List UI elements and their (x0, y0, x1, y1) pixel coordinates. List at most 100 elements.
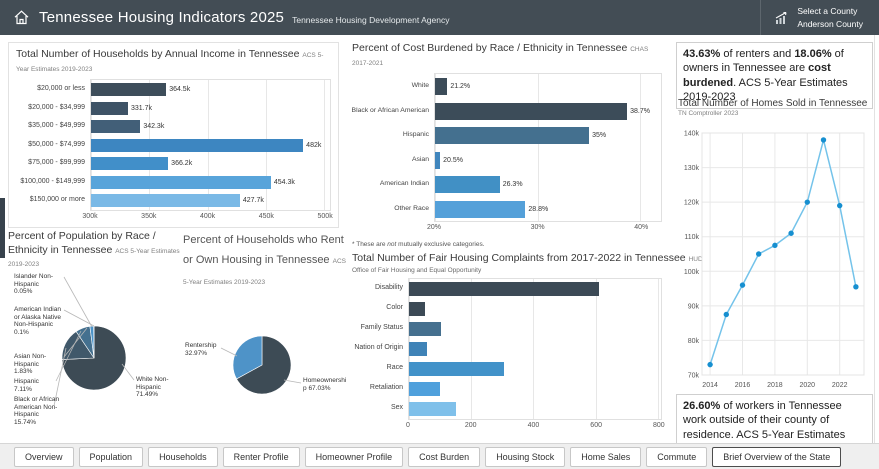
bar-race[interactable] (409, 361, 505, 376)
bar-75-000-99-999[interactable] (91, 157, 169, 171)
bar-row: 342.3k (91, 117, 330, 136)
axis-tick-label: 800 (653, 421, 665, 429)
bar-value-label: 482k (306, 141, 322, 149)
bar-nation-of-origin[interactable] (409, 341, 427, 356)
tab-home-sales[interactable]: Home Sales (570, 446, 642, 467)
pie-label-text: Rentership (185, 342, 217, 349)
bar-asian[interactable] (435, 151, 441, 169)
data-point-2023[interactable] (853, 284, 859, 290)
app-subtitle: Tennessee Housing Development Agency (292, 14, 450, 25)
stat-bold: 26.60% (683, 400, 721, 412)
bar-20-000-or-less[interactable] (91, 83, 167, 97)
bar-row-label: Color (386, 304, 403, 312)
chart-title-text: Total Number of Fair Housing Complaints … (352, 252, 686, 264)
county-selector-label: Select a County (797, 6, 858, 17)
county-selector-value: Anderson County (797, 18, 863, 29)
data-point-2019[interactable] (788, 230, 794, 236)
data-point-2018[interactable] (772, 242, 778, 249)
bar-100-000-149-999[interactable] (91, 175, 271, 189)
axis-tick-label: 500k (317, 212, 333, 220)
income-chart-card: Total Number of Households by Annual Inc… (8, 42, 339, 228)
bar-row (409, 319, 661, 339)
bar-white[interactable] (435, 78, 448, 96)
bar-value-label: 35% (592, 132, 607, 140)
data-point-2014[interactable] (707, 361, 713, 368)
pie-slice-rentership[interactable] (232, 335, 263, 380)
bar-row-labels: $20,000 or less $20,000 - $34,999 $35,000 … (16, 79, 90, 211)
x-tick-label: 2018 (767, 382, 783, 389)
bar-color[interactable] (409, 301, 425, 316)
bar-retaliation[interactable] (409, 381, 440, 396)
pie-label-american-indian: American Indian or Alaska Native Non-His… (14, 306, 66, 337)
pie-label-text: Black or African American Non-Hispanic (14, 396, 60, 419)
tab-homeowner-profile[interactable]: Homeowner Profile (304, 446, 404, 467)
data-point-2021[interactable] (820, 137, 827, 143)
bar-row: 366.2k (91, 154, 330, 173)
pie-label-islander: Islander Non-Hispanic 0.05% (14, 273, 66, 296)
homes-sold-line (709, 139, 857, 365)
bar-150-000-or-more[interactable] (91, 194, 240, 208)
cost-burden-bar-chart: White Black or African American Hispanic As… (352, 73, 662, 233)
x-axis: 20% 30% 40% (427, 222, 662, 233)
fair-housing-chart-card: Total Number of Fair Housing Complaints … (352, 252, 703, 431)
callout-line (63, 276, 93, 328)
bar-chart-plot-area: $20,000 or less $20,000 - $34,999 $35,000 … (16, 79, 331, 211)
bar-american-indian[interactable] (435, 176, 500, 194)
county-trend-icon (776, 11, 787, 24)
axis-tick-label: 400 (527, 421, 540, 429)
stat-text: of renters and (720, 48, 795, 60)
chart-source: CHAS 2017-2021 (352, 46, 649, 67)
data-point-2015[interactable] (723, 311, 729, 318)
cost-burden-stat-box: 43.63% of renters and 18.06% of owners i… (676, 42, 873, 110)
pie-label-text: Asian Non-Hispanic (14, 353, 47, 368)
bar-disability[interactable] (409, 281, 600, 296)
axis-tick-label: 0 (406, 421, 410, 429)
tab-overview[interactable]: Overview (14, 446, 74, 467)
gridline (537, 74, 539, 222)
bar-row (409, 379, 661, 399)
bar-row: 482k (91, 136, 330, 155)
tab-bar: Overview Population Households Renter Profi… (0, 443, 879, 469)
bar-35-000-49-999[interactable] (91, 120, 141, 134)
data-point-2016[interactable] (739, 282, 746, 288)
bar-row: 21.2% (435, 74, 661, 99)
axis-tick-label: 400k (199, 212, 216, 220)
tab-households[interactable]: Households (148, 446, 218, 467)
homes-sold-header: Total Number of Homes Sold in Tennessee … (678, 97, 875, 117)
callout-line (63, 309, 95, 327)
county-selector[interactable]: Select a County Anderson County (760, 0, 879, 35)
bar-other-race[interactable] (435, 200, 526, 218)
bar-row-labels: White Black or African American Hispanic As… (352, 73, 434, 222)
tab-population[interactable]: Population (78, 446, 144, 467)
bar-chart-plot-area: White Black or African American Hispanic As… (352, 73, 662, 223)
bar-row-label: American Indian (379, 180, 429, 188)
chart-source: ACS 5-Year Estimates 2019-2023 (8, 247, 180, 269)
tab-cost-burden[interactable]: Cost Burden (408, 446, 481, 467)
bar-sex[interactable] (409, 401, 456, 416)
bar-black-or-african-american[interactable] (435, 102, 628, 120)
data-point-2020[interactable] (804, 199, 810, 205)
data-point-2022[interactable] (837, 202, 843, 209)
fair-housing-chart-title: Total Number of Fair Housing Complaints … (352, 252, 703, 266)
tab-renter-profile[interactable]: Renter Profile (222, 446, 300, 467)
pie-label-pct: 7.11% (14, 385, 32, 393)
bar-row-label: $100,000 - $149,999 (20, 177, 85, 185)
bar-20-000-34-999[interactable] (91, 101, 128, 115)
bar-row (409, 299, 661, 319)
tab-commute[interactable]: Commute (646, 446, 708, 467)
pie-label-homeownership: Homeownership 67.03% (303, 377, 349, 392)
bar-50-000-74-999[interactable] (91, 138, 304, 152)
pie-slice-homeownership[interactable] (236, 335, 292, 395)
gridline (435, 74, 436, 222)
bar-family-status[interactable] (409, 321, 441, 336)
bar-row-label: Nation of Origin (354, 344, 403, 352)
bar-hispanic[interactable] (435, 127, 590, 145)
y-tick-label: 70k (688, 373, 700, 380)
bar-value-label: 21.2% (450, 83, 471, 91)
left-edge-panel (0, 198, 5, 258)
data-point-2017[interactable] (756, 251, 762, 257)
tab-brief-overview-of-the-state[interactable]: Brief Overview of the State (712, 446, 842, 467)
tab-housing-stock[interactable]: Housing Stock (485, 446, 566, 467)
population-pie-chart (53, 276, 135, 407)
